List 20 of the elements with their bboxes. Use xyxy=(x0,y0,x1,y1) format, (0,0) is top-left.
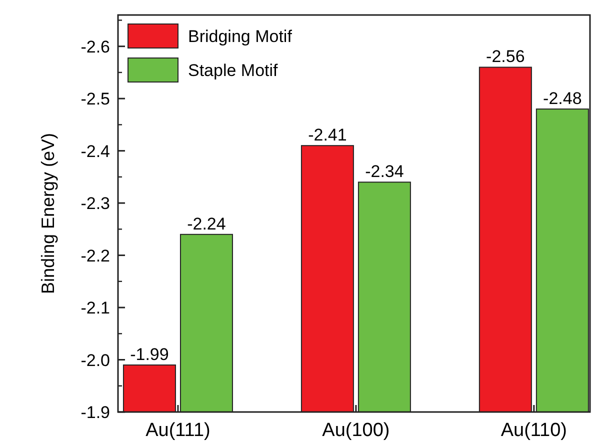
y-tick-label: -2.4 xyxy=(80,142,110,161)
legend-label: Staple Motif xyxy=(188,61,278,80)
data-label: -2.34 xyxy=(365,162,404,182)
legend-label: Bridging Motif xyxy=(188,27,292,46)
data-label: -2.48 xyxy=(543,89,582,108)
data-label: -2.56 xyxy=(486,47,525,66)
y-tick-label: -1.9 xyxy=(80,403,110,422)
data-label: -1.99 xyxy=(130,344,169,364)
data-label: -2.24 xyxy=(187,214,226,234)
x-tick-label: Au(110) xyxy=(500,420,568,441)
data-label: -2.41 xyxy=(308,126,347,145)
y-tick-label: -2.3 xyxy=(80,194,110,214)
x-tick-label: Au(111) xyxy=(146,420,210,441)
x-tick-label: Au(100) xyxy=(322,420,390,441)
y-tick-label: -2.1 xyxy=(80,298,110,318)
y-tick-label: -2.2 xyxy=(80,246,110,266)
y-tick-label: -2.6 xyxy=(80,37,110,56)
y-tick-label: -2.0 xyxy=(80,350,110,370)
y-tick-label: -2.5 xyxy=(80,90,110,109)
y-axis-title: Binding Energy (eV) xyxy=(38,132,58,294)
